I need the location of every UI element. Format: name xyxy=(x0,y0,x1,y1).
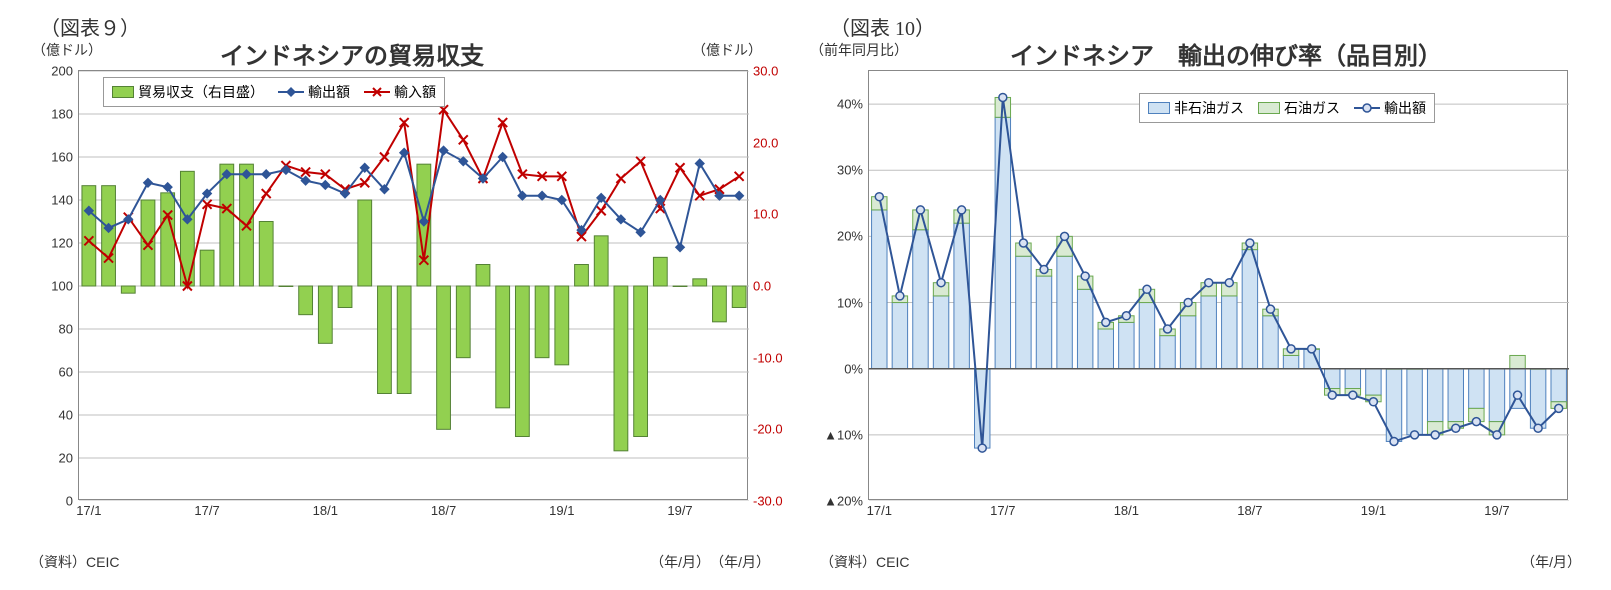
y-tick: 10% xyxy=(837,295,869,310)
chart-panel-trade-balance: （図表９） （億ドル） （億ドル） インドネシアの貿易収支 0204060801… xyxy=(0,0,790,590)
y-tick-right: 20.0 xyxy=(747,135,778,150)
y-axis-left-label: （億ドル） xyxy=(32,40,102,60)
x-axis-label: （年/月） xyxy=(710,552,770,572)
x-tick: 19/7 xyxy=(1484,499,1509,518)
y-tick-left: 200 xyxy=(51,64,79,79)
y-tick-left: 60 xyxy=(59,365,79,380)
figure-label: （図表 10） xyxy=(830,12,935,41)
x-tick: 18/7 xyxy=(1237,499,1262,518)
x-tick: 19/1 xyxy=(549,499,574,518)
y-tick: 20% xyxy=(837,229,869,244)
legend-item: 輸入額 xyxy=(364,82,436,102)
source-label: （資料）CEIC xyxy=(30,552,119,572)
y-tick: 0% xyxy=(844,361,869,376)
y-tick-left: 120 xyxy=(51,236,79,251)
x-tick: 17/7 xyxy=(194,499,219,518)
y-tick-right: -20.0 xyxy=(747,422,783,437)
legend: 非石油ガス石油ガス輸出額 xyxy=(1139,93,1435,123)
x-tick: 17/7 xyxy=(990,499,1015,518)
y-tick-right: -30.0 xyxy=(747,494,783,509)
legend-item: 貿易収支（右目盛） xyxy=(112,82,264,102)
x-tick: 17/1 xyxy=(867,499,892,518)
x-axis-label: （年/月） xyxy=(650,552,710,572)
plot-area: 020406080100120140160180200-30.0-20.0-10… xyxy=(78,70,748,500)
legend-item: 非石油ガス xyxy=(1148,98,1244,118)
y-tick-right: 30.0 xyxy=(747,64,778,79)
chart-panel-export-growth: （図表 10） （前年同月比） インドネシア 輸出の伸び率（品目別） ▲20%▲… xyxy=(790,0,1611,590)
chart-title: インドネシア 輸出の伸び率（品目別） xyxy=(1010,36,1442,71)
y-axis-label: （前年同月比） xyxy=(810,40,908,60)
x-axis-label: （年/月） xyxy=(1521,552,1581,572)
x-tick: 19/1 xyxy=(1361,499,1386,518)
x-tick: 18/1 xyxy=(1114,499,1139,518)
y-tick-left: 80 xyxy=(59,322,79,337)
plot-area: ▲20%▲10%0%10%20%30%40%17/117/718/118/719… xyxy=(868,70,1568,500)
y-tick-left: 140 xyxy=(51,193,79,208)
y-tick-left: 100 xyxy=(51,279,79,294)
x-tick: 17/1 xyxy=(76,499,101,518)
legend-item: 輸出額 xyxy=(1354,98,1426,118)
chart-title: インドネシアの貿易収支 xyxy=(220,36,484,71)
y-tick-left: 40 xyxy=(59,408,79,423)
y-tick-left: 20 xyxy=(59,451,79,466)
legend-item: 石油ガス xyxy=(1258,98,1340,118)
y-tick: ▲20% xyxy=(824,494,869,509)
y-tick: ▲10% xyxy=(824,427,869,442)
y-tick-right: 0.0 xyxy=(747,279,771,294)
source-label: （資料）CEIC xyxy=(820,552,909,572)
y-tick-left: 180 xyxy=(51,107,79,122)
x-tick: 19/7 xyxy=(667,499,692,518)
y-tick-right: -10.0 xyxy=(747,350,783,365)
y-tick-left: 160 xyxy=(51,150,79,165)
x-tick: 18/1 xyxy=(313,499,338,518)
y-tick: 40% xyxy=(837,97,869,112)
y-axis-right-label: （億ドル） xyxy=(692,40,762,60)
figure-label: （図表９） xyxy=(40,12,140,41)
y-tick-right: 10.0 xyxy=(747,207,778,222)
legend-item: 輸出額 xyxy=(278,82,350,102)
x-tick: 18/7 xyxy=(431,499,456,518)
legend: 貿易収支（右目盛） 輸出額輸入額 xyxy=(103,77,445,107)
y-tick: 30% xyxy=(837,163,869,178)
